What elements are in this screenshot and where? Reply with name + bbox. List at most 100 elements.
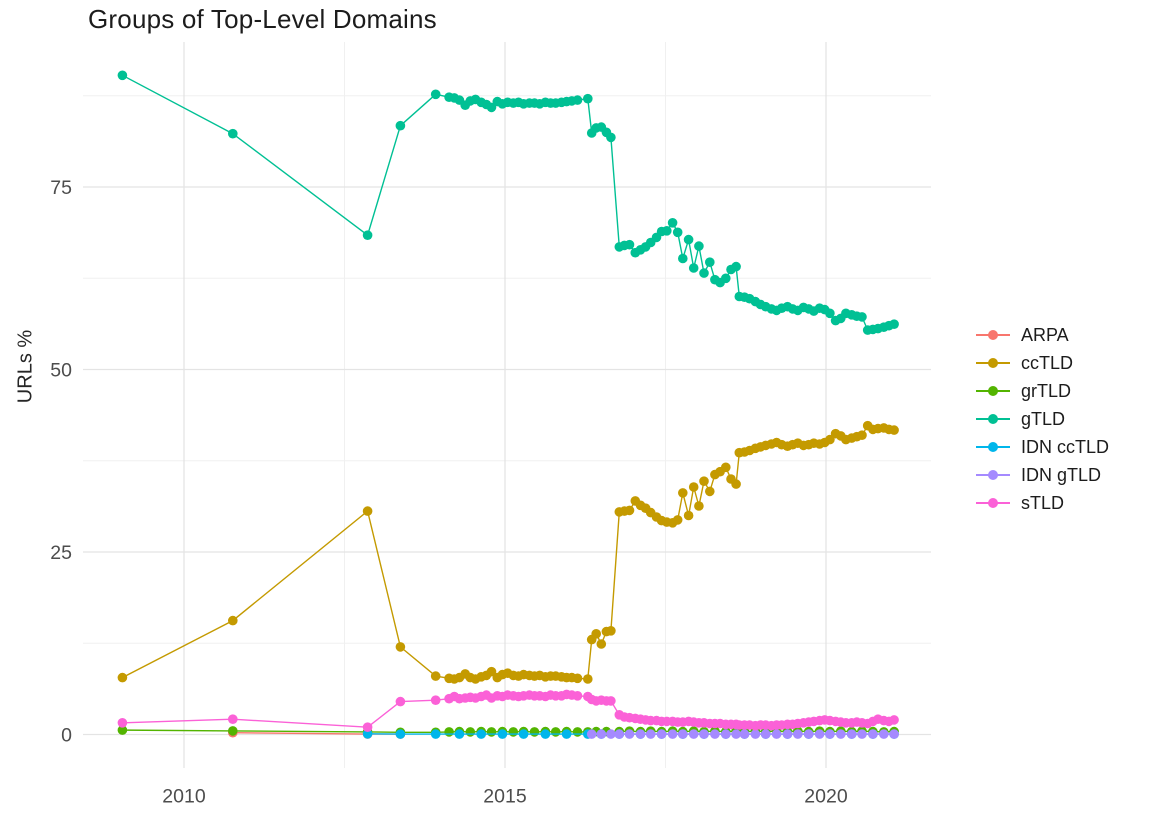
data-point-grtld <box>465 727 476 737</box>
data-point-grtld <box>508 727 519 737</box>
legend-key-gtld <box>976 413 1010 425</box>
legend-item-stld: sTLD <box>976 489 1109 517</box>
data-point-gtld <box>228 128 238 139</box>
data-point-idn-cctld <box>497 729 508 739</box>
data-point-stld <box>117 718 128 728</box>
legend-label: IDN ccTLD <box>1021 436 1110 457</box>
data-point-cctld <box>683 510 694 521</box>
data-point-idn-gtld <box>645 729 656 739</box>
data-point-idn-gtld <box>678 729 688 739</box>
legend-key-idn-gtld <box>976 469 1010 481</box>
data-point-gtld <box>857 312 867 322</box>
data-point-gtld <box>699 268 709 278</box>
data-point-idn-gtld <box>688 729 699 739</box>
data-point-gtld <box>889 319 899 330</box>
data-point-idn-gtld <box>793 729 803 739</box>
data-point-cctld <box>678 488 688 498</box>
data-point-cctld <box>825 434 835 445</box>
data-point-gtld <box>721 273 731 284</box>
data-point-cctld <box>486 666 497 677</box>
data-point-cctld <box>688 482 699 492</box>
data-point-idn-gtld <box>731 729 741 739</box>
data-point-grtld <box>117 725 128 735</box>
data-point-idn-cctld <box>430 729 441 739</box>
data-point-gtld <box>825 308 835 319</box>
legend-label: sTLD <box>1021 492 1065 513</box>
data-point-grtld <box>444 727 454 737</box>
x-tick-label-2020: 2020 <box>804 786 848 808</box>
legend-item-idn-gtld: IDN gTLD <box>976 461 1109 489</box>
legend-label: ccTLD <box>1021 352 1074 373</box>
legend-label: ARPA <box>1021 324 1069 345</box>
data-point-stld <box>228 714 238 724</box>
legend-item-cctld: ccTLD <box>976 349 1109 377</box>
data-point-cctld <box>721 462 731 473</box>
series-stld-points <box>117 689 899 732</box>
data-point-cctld <box>606 626 616 636</box>
data-point-idn-gtld <box>782 729 793 739</box>
data-point-gtld <box>572 95 583 105</box>
data-point-idn-gtld <box>596 729 607 739</box>
data-point-gtld <box>624 239 635 250</box>
data-point-cctld <box>591 629 601 639</box>
x-tick-label-2015: 2015 <box>483 786 527 808</box>
data-point-gtld <box>395 120 406 131</box>
data-point-grtld <box>572 727 583 737</box>
data-point-cctld <box>699 476 709 487</box>
data-point-gtld <box>486 102 497 113</box>
y-tick-label-25: 25 <box>50 542 72 564</box>
data-point-idn-gtld <box>624 729 635 739</box>
series-idn-gtld-points <box>586 729 899 739</box>
data-point-gtld <box>667 218 678 228</box>
legend-item-arpa: ARPA <box>976 321 1109 349</box>
y-tick-label-0: 0 <box>61 725 72 747</box>
data-point-grtld <box>550 727 561 737</box>
legend: ARPA ccTLD grTLD gTLD IDN ccTLD IDN gTLD sTLD <box>976 321 1109 517</box>
chart-title: Groups of Top-Level Domains <box>88 4 437 34</box>
data-point-idn-cctld <box>362 729 373 739</box>
data-point-idn-gtld <box>721 729 731 739</box>
data-point-idn-gtld <box>814 729 825 739</box>
data-point-stld <box>430 695 441 705</box>
data-point-idn-cctld <box>518 729 529 739</box>
data-point-cctld <box>596 639 607 649</box>
legend-item-grtld: grTLD <box>976 377 1109 405</box>
data-point-grtld <box>486 727 497 737</box>
legend-key-grtld <box>976 385 1010 397</box>
data-point-idn-gtld <box>760 729 771 739</box>
x-tick-label-2010: 2010 <box>162 786 206 808</box>
data-point-gtld <box>362 230 373 240</box>
data-point-gtld <box>678 253 688 264</box>
data-point-cctld <box>624 505 635 516</box>
data-point-idn-gtld <box>836 729 846 739</box>
y-tick-label-75: 75 <box>50 177 72 199</box>
data-point-idn-gtld <box>803 729 814 739</box>
data-point-idn-gtld <box>825 729 835 739</box>
data-point-gtld <box>662 226 672 236</box>
legend-key-arpa <box>976 329 1010 341</box>
data-point-gtld <box>694 241 704 251</box>
data-point-cctld <box>117 672 128 683</box>
data-point-idn-gtld <box>857 729 867 739</box>
legend-label: IDN gTLD <box>1021 464 1102 485</box>
data-point-cctld <box>672 515 683 525</box>
data-point-stld <box>889 715 899 725</box>
series-cctld-points <box>117 420 899 684</box>
legend-item-idn-cctld: IDN ccTLD <box>976 433 1109 461</box>
data-point-idn-gtld <box>614 729 625 739</box>
data-point-cctld <box>395 642 406 652</box>
data-point-idn-gtld <box>750 729 761 739</box>
data-point-idn-cctld <box>540 729 551 739</box>
data-point-grtld <box>228 726 238 736</box>
data-point-idn-gtld <box>656 729 667 739</box>
data-point-cctld <box>705 486 715 497</box>
data-point-stld <box>395 696 406 707</box>
data-point-gtld <box>683 234 694 245</box>
series-gtld-points <box>117 70 899 335</box>
data-point-stld <box>362 722 373 732</box>
y-tick-label-50: 50 <box>50 360 72 382</box>
data-point-idn-gtld <box>889 729 899 739</box>
data-point-stld <box>606 696 616 706</box>
data-point-gtld <box>117 70 128 81</box>
